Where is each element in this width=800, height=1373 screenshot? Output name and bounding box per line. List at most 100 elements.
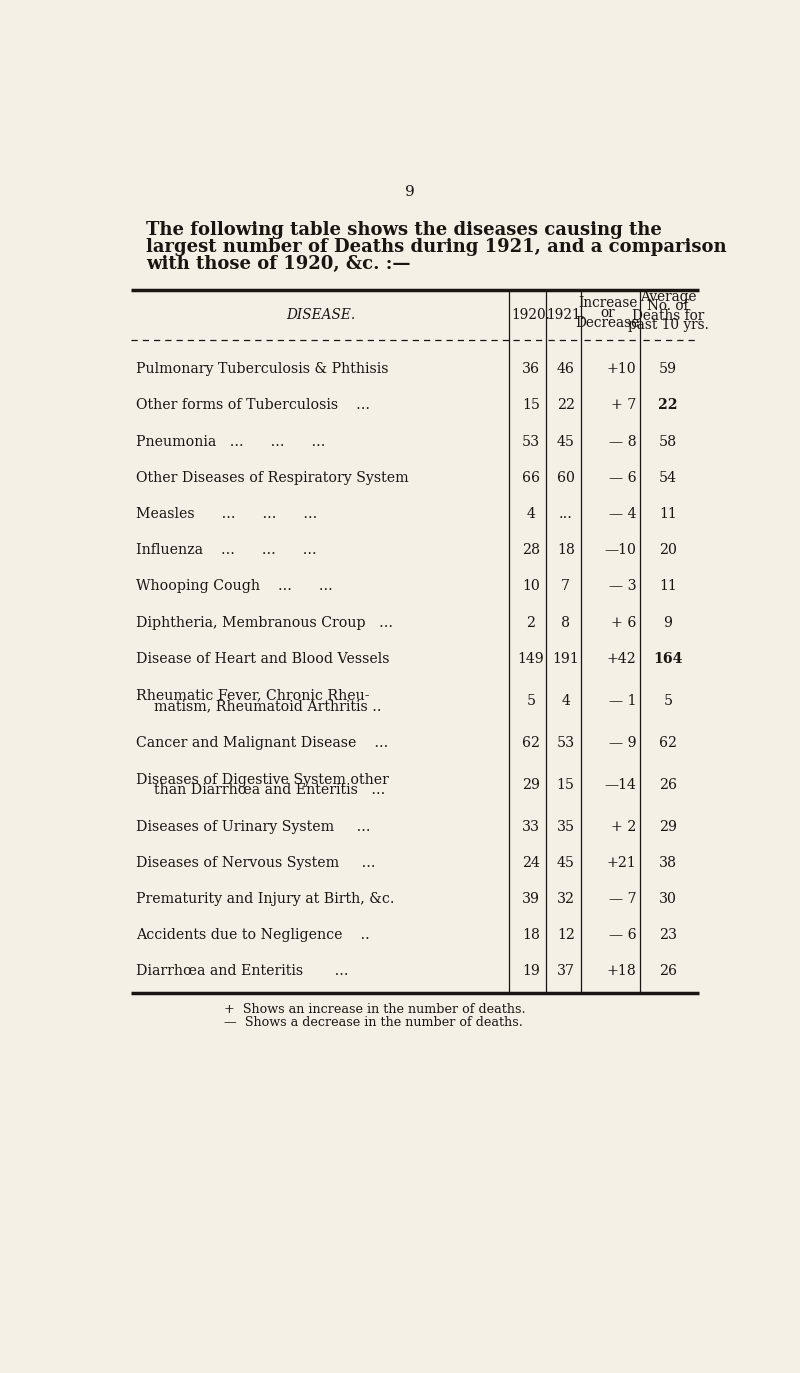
Text: Average: Average bbox=[640, 290, 696, 305]
Text: 191: 191 bbox=[553, 652, 579, 666]
Text: largest number of Deaths during 1921, and a comparison: largest number of Deaths during 1921, an… bbox=[146, 238, 727, 257]
Text: 11: 11 bbox=[659, 507, 677, 520]
Text: 15: 15 bbox=[557, 777, 574, 792]
Text: 54: 54 bbox=[659, 471, 677, 485]
Text: 45: 45 bbox=[557, 855, 574, 869]
Text: 7: 7 bbox=[562, 579, 570, 593]
Text: 26: 26 bbox=[659, 777, 677, 792]
Text: — 7: — 7 bbox=[609, 892, 636, 906]
Text: Measles      ...      ...      ...: Measles ... ... ... bbox=[136, 507, 317, 520]
Text: 36: 36 bbox=[522, 362, 540, 376]
Text: —10: —10 bbox=[604, 544, 636, 557]
Text: +18: +18 bbox=[606, 964, 636, 979]
Text: 53: 53 bbox=[557, 736, 575, 750]
Text: + 2: + 2 bbox=[611, 820, 636, 833]
Text: Diseases of Digestive System other: Diseases of Digestive System other bbox=[136, 773, 389, 787]
Text: Diarrhœa and Enteritis       ...: Diarrhœa and Enteritis ... bbox=[136, 964, 348, 979]
Text: Deaths for: Deaths for bbox=[632, 309, 704, 323]
Text: 24: 24 bbox=[522, 855, 540, 869]
Text: 62: 62 bbox=[659, 736, 677, 750]
Text: 4: 4 bbox=[526, 507, 535, 520]
Text: 164: 164 bbox=[654, 652, 683, 666]
Text: 22: 22 bbox=[658, 398, 678, 412]
Text: 60: 60 bbox=[557, 471, 574, 485]
Text: ...: ... bbox=[559, 507, 573, 520]
Text: Pulmonary Tuberculosis & Phthisis: Pulmonary Tuberculosis & Phthisis bbox=[136, 362, 388, 376]
Text: The following table shows the diseases causing the: The following table shows the diseases c… bbox=[146, 221, 662, 239]
Text: 4: 4 bbox=[562, 693, 570, 707]
Text: past 10 yrs.: past 10 yrs. bbox=[628, 319, 709, 332]
Text: 12: 12 bbox=[557, 928, 574, 942]
Text: Decrease: Decrease bbox=[575, 316, 640, 331]
Text: 1921.: 1921. bbox=[546, 308, 586, 321]
Text: Diseases of Urinary System     ...: Diseases of Urinary System ... bbox=[136, 820, 370, 833]
Text: — 4: — 4 bbox=[609, 507, 636, 520]
Text: 33: 33 bbox=[522, 820, 540, 833]
Text: Pneumonia   ...      ...      ...: Pneumonia ... ... ... bbox=[136, 435, 325, 449]
Text: 18: 18 bbox=[557, 544, 574, 557]
Text: 20: 20 bbox=[659, 544, 677, 557]
Text: +10: +10 bbox=[606, 362, 636, 376]
Text: matism, Rheumatoid Arthritis ..: matism, Rheumatoid Arthritis .. bbox=[136, 699, 381, 714]
Text: 9: 9 bbox=[405, 185, 415, 199]
Text: — 6: — 6 bbox=[609, 928, 636, 942]
Text: — 9: — 9 bbox=[609, 736, 636, 750]
Text: 66: 66 bbox=[522, 471, 540, 485]
Text: 2: 2 bbox=[526, 615, 535, 630]
Text: DISEASE.: DISEASE. bbox=[286, 308, 355, 321]
Text: — 3: — 3 bbox=[609, 579, 636, 593]
Text: 10: 10 bbox=[522, 579, 540, 593]
Text: 29: 29 bbox=[522, 777, 540, 792]
Text: 1920.: 1920. bbox=[511, 308, 550, 321]
Text: +  Shows an increase in the number of deaths.: + Shows an increase in the number of dea… bbox=[224, 1002, 526, 1016]
Text: 11: 11 bbox=[659, 579, 677, 593]
Text: or: or bbox=[600, 306, 615, 320]
Text: 149: 149 bbox=[518, 652, 544, 666]
Text: 22: 22 bbox=[557, 398, 574, 412]
Text: 35: 35 bbox=[557, 820, 575, 833]
Text: 45: 45 bbox=[557, 435, 574, 449]
Text: Rheumatic Fever, Chronic Rheu-: Rheumatic Fever, Chronic Rheu- bbox=[136, 689, 369, 703]
Text: Prematurity and Injury at Birth, &c.: Prematurity and Injury at Birth, &c. bbox=[136, 892, 394, 906]
Text: 29: 29 bbox=[659, 820, 677, 833]
Text: than Diarrhœa and Enteritis   ...: than Diarrhœa and Enteritis ... bbox=[136, 784, 385, 798]
Text: Diseases of Nervous System     ...: Diseases of Nervous System ... bbox=[136, 855, 375, 869]
Text: 15: 15 bbox=[522, 398, 540, 412]
Text: 26: 26 bbox=[659, 964, 677, 979]
Text: + 7: + 7 bbox=[611, 398, 636, 412]
Text: 23: 23 bbox=[659, 928, 677, 942]
Text: Influenza    ...      ...      ...: Influenza ... ... ... bbox=[136, 544, 316, 557]
Text: Other forms of Tuberculosis    ...: Other forms of Tuberculosis ... bbox=[136, 398, 370, 412]
Text: 19: 19 bbox=[522, 964, 540, 979]
Text: 30: 30 bbox=[659, 892, 677, 906]
Text: — 8: — 8 bbox=[609, 435, 636, 449]
Text: — 6: — 6 bbox=[609, 471, 636, 485]
Text: 32: 32 bbox=[557, 892, 574, 906]
Text: 46: 46 bbox=[557, 362, 574, 376]
Text: Cancer and Malignant Disease    ...: Cancer and Malignant Disease ... bbox=[136, 736, 388, 750]
Text: 58: 58 bbox=[659, 435, 677, 449]
Text: 8: 8 bbox=[562, 615, 570, 630]
Text: No. of: No. of bbox=[647, 299, 689, 313]
Text: 37: 37 bbox=[557, 964, 574, 979]
Text: Disease of Heart and Blood Vessels: Disease of Heart and Blood Vessels bbox=[136, 652, 389, 666]
Text: 18: 18 bbox=[522, 928, 540, 942]
Text: 53: 53 bbox=[522, 435, 540, 449]
Text: Other Diseases of Respiratory System: Other Diseases of Respiratory System bbox=[136, 471, 408, 485]
Text: Increase: Increase bbox=[578, 297, 638, 310]
Text: +21: +21 bbox=[606, 855, 636, 869]
Text: —  Shows a decrease in the number of deaths.: — Shows a decrease in the number of deat… bbox=[224, 1016, 523, 1028]
Text: Diphtheria, Membranous Croup   ...: Diphtheria, Membranous Croup ... bbox=[136, 615, 393, 630]
Text: 62: 62 bbox=[522, 736, 540, 750]
Text: with those of 1920, &c. :—: with those of 1920, &c. :— bbox=[146, 255, 411, 273]
Text: 5: 5 bbox=[663, 693, 673, 707]
Text: +42: +42 bbox=[606, 652, 636, 666]
Text: 59: 59 bbox=[659, 362, 677, 376]
Text: Accidents due to Negligence    ..: Accidents due to Negligence .. bbox=[136, 928, 370, 942]
Text: 9: 9 bbox=[663, 615, 673, 630]
Text: 5: 5 bbox=[526, 693, 535, 707]
Text: — 1: — 1 bbox=[609, 693, 636, 707]
Text: 38: 38 bbox=[659, 855, 677, 869]
Text: 39: 39 bbox=[522, 892, 540, 906]
Text: Whooping Cough    ...      ...: Whooping Cough ... ... bbox=[136, 579, 333, 593]
